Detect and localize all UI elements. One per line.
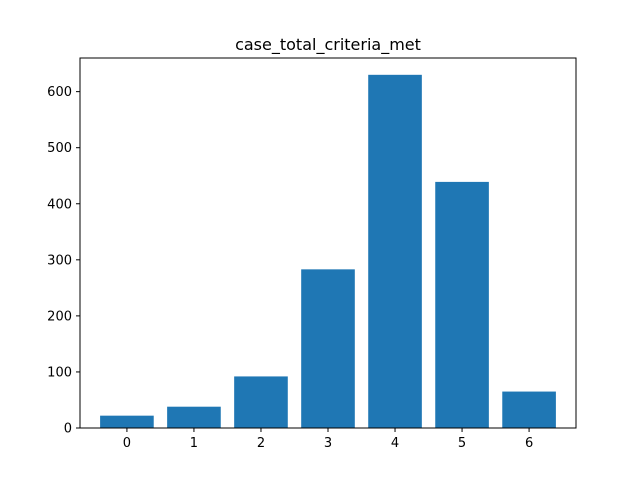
- bar-6: [502, 391, 556, 428]
- bar-5: [435, 181, 489, 428]
- x-tick-label: 6: [525, 436, 533, 451]
- x-tick-label: 0: [123, 436, 131, 451]
- x-axis-ticks: 0 1 2 3 4 5 6: [123, 428, 533, 451]
- chart-title: case_total_criteria_met: [235, 35, 421, 55]
- y-axis-ticks: 0 100 200 300 400 500 600: [47, 85, 80, 437]
- x-tick-label: 3: [324, 436, 332, 451]
- x-tick-label: 4: [391, 436, 399, 451]
- bar-1: [167, 406, 221, 428]
- bars-layer: [100, 74, 556, 429]
- plot-area-frame: [79, 57, 577, 429]
- x-tick-label: 2: [257, 436, 265, 451]
- y-tick-label: 400: [47, 197, 72, 212]
- bar-0: [100, 415, 154, 428]
- y-tick-label: 300: [47, 253, 72, 268]
- x-tick-label: 5: [458, 436, 466, 451]
- x-tick-label: 1: [190, 436, 198, 451]
- y-tick-label: 600: [47, 85, 72, 100]
- y-tick-label: 200: [47, 309, 72, 324]
- bar-2: [234, 376, 288, 428]
- bar-3: [301, 269, 355, 428]
- y-tick-label: 100: [47, 365, 72, 380]
- y-tick-label: 0: [64, 422, 72, 437]
- bar-4: [368, 74, 422, 429]
- y-tick-label: 500: [47, 141, 72, 156]
